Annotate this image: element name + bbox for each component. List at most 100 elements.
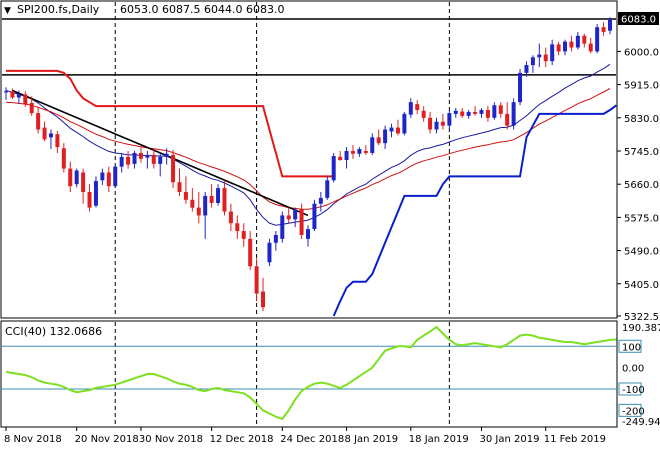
candle [350,145,355,159]
time-tick-label: 18 Jan 2019 [409,434,469,445]
candle-body [203,195,208,216]
candle [235,215,240,239]
candle-body [402,113,407,134]
candle [113,164,118,189]
cci-level-box [618,403,642,417]
candle-body [190,199,195,208]
candle [550,39,555,66]
candle-body [267,242,272,263]
ohlc-label: 6053.0 6087.5 6044.0 6083.0 [120,3,284,16]
main-vertical-gridlines [114,2,450,426]
candle-body [344,151,349,160]
time-tick-label: 30 Jan 2019 [479,434,539,445]
time-tick-label: 20 Nov 2018 [75,434,139,445]
candle-body [492,105,497,118]
candle-body [318,197,323,204]
candle [595,24,600,54]
candle [126,151,131,169]
candle [16,90,21,104]
candle-body [29,102,34,114]
candle [357,147,362,157]
candle-body [48,133,53,138]
cci-tick-label: -200 [622,406,645,417]
time-tick-label: 24 Dec 2018 [280,434,344,445]
price-tick-label: 5915.0 [624,81,659,92]
candle [505,102,510,130]
candle-body [408,102,413,115]
collapse-arrow-icon[interactable]: ▼ [4,6,11,16]
time-tick-label: 8 Nov 2018 [4,434,62,445]
candle-body [280,215,285,239]
candle-body [138,152,143,159]
current-price-box [618,12,659,25]
candle-body [460,111,465,116]
candle-body [293,209,298,220]
candle-body [575,35,580,48]
candle [196,192,201,224]
candle [177,168,182,196]
candle [183,176,188,204]
candle [273,231,278,251]
candle-body [4,91,8,93]
candle-body [248,238,253,267]
candle [588,37,593,54]
candle-body [563,41,568,52]
candle [325,176,330,200]
candle-body [421,110,426,118]
candle [498,102,503,118]
candle-body [415,104,420,110]
candle-body [312,203,317,230]
candle [582,33,587,48]
candle-body [222,188,227,212]
candle-body [23,94,28,105]
time-axis: 8 Nov 2018 20 Nov 2018 30 Nov 2018 12 Dec 2… [4,427,606,445]
candle [485,106,490,122]
main-indicator-lines [2,18,617,317]
candle [158,152,163,177]
candle-body [511,102,516,126]
candle-body [241,231,246,239]
candle [280,211,285,243]
candle [48,129,53,150]
candle-body [524,65,529,73]
candle [106,166,111,193]
candle [61,143,66,173]
candle [222,180,227,216]
candle-body [87,192,92,208]
candle [119,152,124,173]
candle [190,188,195,212]
price-tick-label: 5322.5 [624,312,659,323]
candle-body [216,188,221,203]
candle [376,129,381,146]
candle [473,106,478,116]
cci-indicator: 190.3877 100 0.00 -100 -200-249.948 [2,323,660,428]
candle [23,91,28,107]
cci-tick-label: 0.00 [622,364,644,375]
candle [440,113,445,130]
candle [395,119,400,136]
candle-body [68,168,73,187]
current-price-label: 6083.0 [621,15,656,26]
candle [479,108,484,118]
candle-body [299,209,304,235]
candle-body [453,110,458,114]
candle [421,106,426,122]
candle-body [569,41,574,48]
price-tick-label: 5830.0 [624,114,659,125]
candle [151,149,156,169]
candle [138,147,143,163]
candle [434,117,439,134]
candle [344,147,349,169]
price-tick-label: 5405.0 [624,280,659,291]
candle-body [363,151,368,153]
price-tick-label: 5745.0 [624,147,659,158]
candle-body [530,57,535,66]
candle [293,207,298,228]
price-axis: 6000.0 5915.0 5830.0 5745.0 5660.0 5575.0 5490… [617,12,659,323]
candle-body [177,182,182,193]
candle [248,231,253,271]
cci-level-box [618,339,642,353]
candle-body [518,72,523,103]
candle-body [556,44,561,52]
candle [55,131,60,153]
